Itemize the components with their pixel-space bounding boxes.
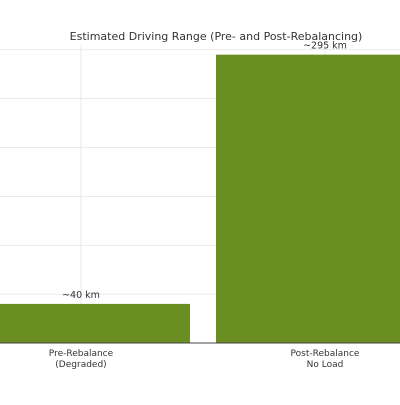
data-labels: ~40 km ~295 km — [62, 41, 347, 301]
x-tick-label-0: Pre-Rebalance (Degraded) — [49, 349, 114, 370]
bars — [0, 54, 400, 344]
x-tick-labels: Pre-Rebalance (Degraded) Post-Rebalance No … — [49, 349, 360, 370]
bar-1 — [216, 54, 400, 344]
x-tick-label-1: Post-Rebalance No Load — [291, 349, 360, 370]
chart-title: Estimated Driving Range (Pre- and Post-R… — [70, 30, 363, 43]
data-label-1: ~295 km — [303, 41, 347, 52]
bar-0 — [0, 303, 190, 343]
data-label-0: ~40 km — [62, 290, 100, 301]
